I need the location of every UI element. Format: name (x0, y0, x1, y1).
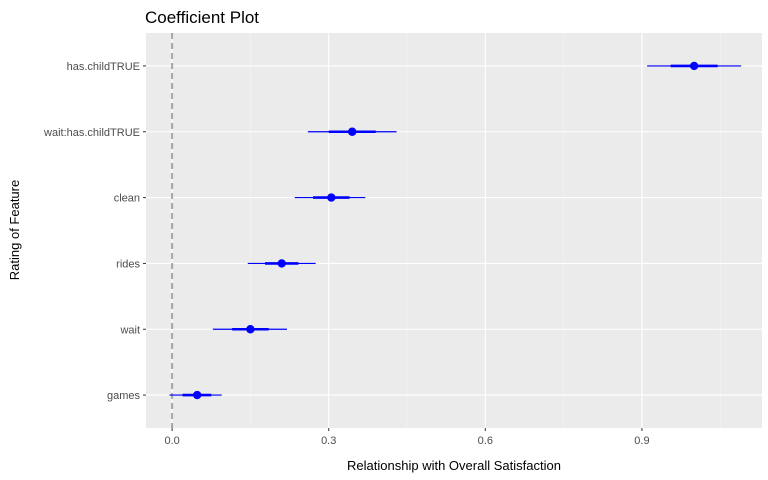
chart-title: Coefficient Plot (145, 8, 259, 27)
x-tick-label: 0.0 (164, 435, 179, 447)
estimate-points (192, 61, 699, 400)
x-axis-title: Relationship with Overall Satisfaction (347, 458, 561, 473)
x-axis-ticks: 0.0 0.3 0.6 0.9 (164, 428, 650, 447)
estimate-point (348, 127, 357, 136)
grid-minor (250, 33, 721, 428)
x-tick-label: 0.6 (478, 435, 493, 447)
estimate-point (689, 61, 699, 71)
estimate-point (192, 390, 202, 400)
x-tick-label: 0.9 (634, 435, 649, 447)
y-tick-label: clean (114, 193, 140, 205)
x-tick-label: 0.3 (321, 435, 336, 447)
estimate-point (327, 193, 336, 202)
y-axis-ticks: has.childTRUE wait:has.childTRUE clean ride… (43, 61, 146, 402)
estimate-point (246, 325, 255, 334)
plot-panel (146, 33, 762, 428)
y-tick-label: wait (119, 324, 140, 336)
y-axis-title: Rating of Feature (7, 180, 22, 280)
y-tick-label: rides (116, 258, 140, 270)
y-tick-label: games (107, 390, 141, 402)
estimate-point (277, 259, 286, 268)
y-tick-label: wait:has.childTRUE (43, 127, 140, 139)
y-tick-label: has.childTRUE (67, 61, 140, 73)
